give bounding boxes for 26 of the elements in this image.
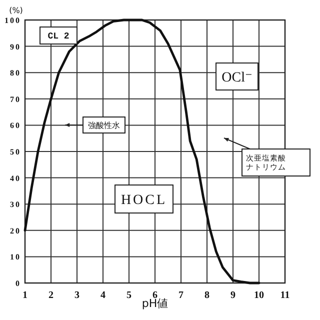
x-tick-label: 4 <box>100 290 106 301</box>
x-tick-label: 8 <box>204 290 210 301</box>
x-tick-label: 3 <box>74 290 80 301</box>
y-tick-label: 10 <box>10 252 21 262</box>
x-tick-label: 9 <box>230 290 236 301</box>
x-tick-label: 10 <box>254 290 264 301</box>
x-tick-label: 5 <box>126 290 132 301</box>
annotation: OCl⁻ <box>222 70 252 86</box>
x-tick-label: 11 <box>280 290 290 301</box>
y-tick-label: 0 <box>16 279 21 288</box>
y-tick-label: 30 <box>10 200 21 210</box>
y-tick-label: 70 <box>10 94 21 104</box>
y-tick-label: 50 <box>10 148 21 156</box>
x-tick-label: 2 <box>48 290 54 301</box>
annotation: HOCL <box>120 192 168 208</box>
y-tick-label: 90 <box>10 42 21 52</box>
y-tick-label: 40 <box>10 174 21 183</box>
annotation: CL 2 <box>48 32 70 42</box>
y-tick-label: 100 <box>4 16 21 25</box>
annotation: 強酸性水 <box>88 120 120 130</box>
y-tick-label: 20 <box>10 226 21 236</box>
y-tick-label: 80 <box>10 68 21 78</box>
y-axis-title: (%) <box>9 6 23 15</box>
y-tick-label: 60 <box>10 121 21 130</box>
x-tick-label: 7 <box>178 290 184 301</box>
x-tick-label: 1 <box>22 290 28 301</box>
